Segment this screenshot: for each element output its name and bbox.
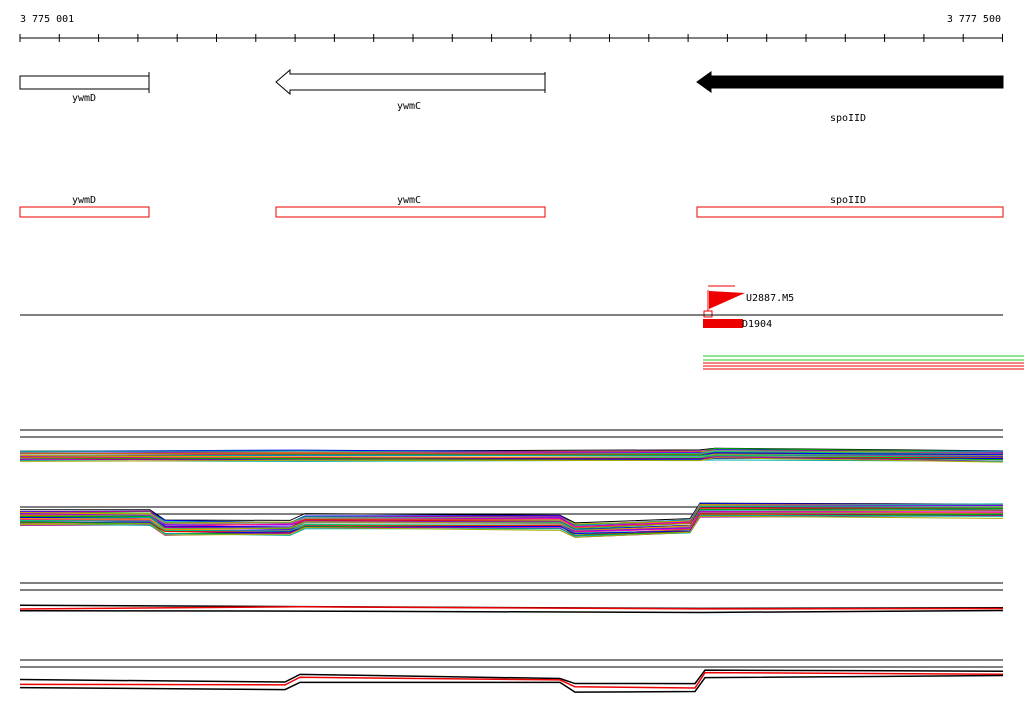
annotation-label: spoIID — [830, 195, 866, 206]
gene[interactable] — [19, 75, 150, 90]
promoter-flag[interactable] — [709, 291, 745, 309]
feature-label: U2887.M5 — [746, 293, 794, 304]
signal-line — [19, 502, 1004, 526]
annotation-label: ywmC — [397, 195, 421, 206]
annotation[interactable] — [696, 206, 1004, 218]
signal-line — [19, 674, 1004, 693]
gene-label: ywmD — [72, 93, 96, 104]
gene[interactable] — [275, 68, 546, 96]
gene-label: ywmC — [397, 101, 421, 112]
gene-track: ywmD ywmC spoIID — [19, 68, 1004, 124]
ruler-ticks — [19, 34, 1003, 42]
annotation[interactable] — [19, 206, 150, 218]
site[interactable] — [703, 319, 743, 328]
annotation-label: ywmD — [72, 195, 96, 206]
signal-line — [19, 671, 1004, 689]
feature-label: D1904 — [742, 319, 772, 330]
ruler-start: 3 775 001 — [20, 14, 74, 25]
annotation-track: ywmD ywmC spoIID — [19, 195, 1004, 218]
signal-line — [19, 457, 1004, 463]
flag-base — [703, 310, 713, 318]
signal-tracks — [19, 429, 1004, 693]
feature-track: U2887.M5 D1904 — [20, 285, 1024, 370]
gene[interactable] — [696, 71, 1004, 93]
annotation[interactable] — [275, 206, 546, 218]
signal-line — [19, 669, 1004, 685]
ruler-end: 3 777 500 — [947, 14, 1001, 25]
gene-label: spoIID — [830, 113, 866, 124]
signal-line — [19, 515, 1004, 538]
signal-line — [19, 453, 1004, 458]
signal-line — [19, 606, 1004, 610]
signal-line — [19, 609, 1004, 614]
